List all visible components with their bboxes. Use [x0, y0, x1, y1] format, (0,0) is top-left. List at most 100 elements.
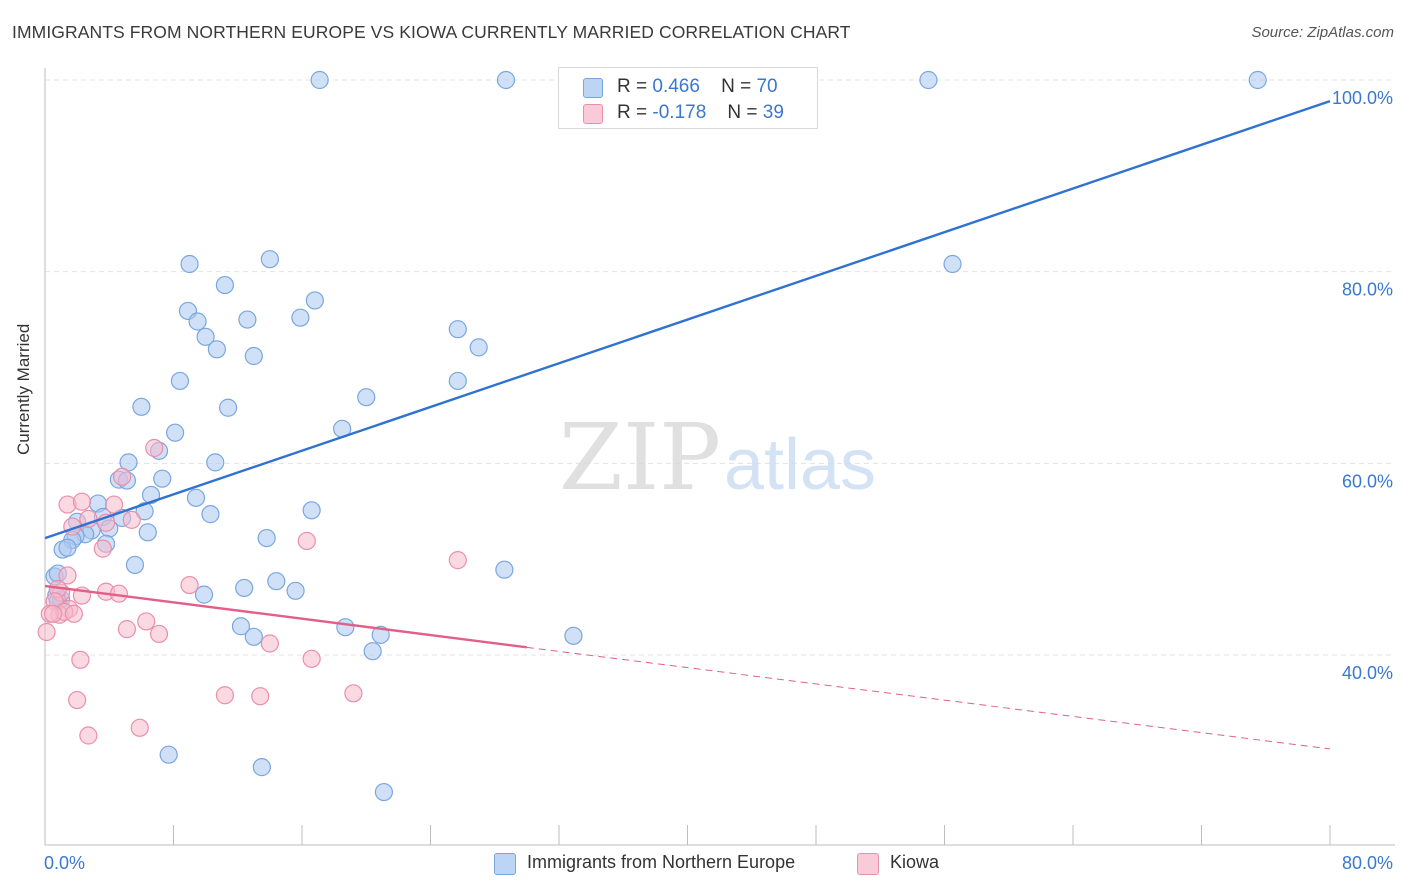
r-label: R =	[617, 76, 648, 97]
n-label: N =	[721, 76, 752, 97]
data-point-kiowa	[130, 718, 149, 737]
data-point-immigrants	[201, 505, 220, 524]
n-value: 70	[756, 76, 778, 97]
data-point-immigrants	[58, 538, 77, 557]
y-tick-label: 60.0%	[1342, 471, 1393, 491]
data-point-immigrants	[166, 423, 185, 442]
trend-line-kiowa	[44, 584, 528, 649]
data-point-immigrants	[188, 312, 207, 331]
data-point-immigrants	[267, 572, 286, 591]
stats-box: R = 0.466 N = 70 R = -0.178 N = 39	[558, 67, 818, 129]
data-point-immigrants	[496, 70, 516, 90]
source-credit: Source: ZipAtlas.com	[1251, 24, 1394, 41]
data-point-immigrants	[170, 371, 190, 391]
data-point-immigrants	[219, 398, 238, 417]
r-value: 0.466	[652, 76, 700, 97]
data-point-immigrants	[153, 469, 172, 488]
data-point-kiowa	[122, 510, 141, 529]
data-point-immigrants	[141, 485, 161, 505]
blue-swatch	[583, 78, 603, 98]
data-point-kiowa	[302, 649, 321, 668]
y-tick-label: 100.0%	[1332, 88, 1393, 108]
data-point-immigrants	[286, 581, 305, 600]
data-point-kiowa	[58, 566, 77, 585]
watermark-zip: ZIP	[559, 404, 721, 511]
data-point-immigrants	[305, 291, 324, 310]
r-label: R =	[617, 102, 648, 123]
data-point-kiowa	[104, 495, 124, 514]
data-point-immigrants	[371, 625, 390, 644]
data-point-immigrants	[448, 320, 467, 339]
n-value: 39	[762, 102, 784, 123]
data-point-immigrants	[186, 488, 206, 507]
data-point-immigrants	[302, 501, 321, 520]
data-point-immigrants	[336, 618, 355, 637]
data-point-immigrants	[215, 275, 234, 295]
trend-line-kiowa-dashed	[526, 646, 1331, 750]
data-point-immigrants	[260, 250, 279, 269]
data-point-immigrants	[125, 555, 145, 575]
data-point-kiowa	[117, 620, 137, 639]
data-point-kiowa	[79, 509, 98, 529]
data-point-immigrants	[159, 745, 178, 764]
watermark: ZIP atlas	[559, 404, 876, 511]
watermark-atlas: atlas	[724, 425, 876, 505]
legend-swatch-pink	[857, 853, 879, 875]
data-point-kiowa	[145, 438, 164, 458]
data-point-immigrants	[374, 782, 394, 802]
data-point-immigrants	[132, 397, 151, 416]
data-point-immigrants	[919, 70, 938, 90]
data-point-kiowa	[37, 622, 56, 642]
x-tick-label: 0.0%	[44, 853, 85, 873]
data-point-kiowa	[112, 467, 132, 486]
data-point-immigrants	[238, 310, 257, 329]
data-point-immigrants	[196, 327, 215, 346]
data-point-immigrants	[363, 642, 382, 661]
data-point-immigrants	[495, 560, 514, 579]
data-point-kiowa	[71, 650, 90, 669]
data-point-immigrants	[206, 453, 225, 472]
data-point-kiowa	[68, 690, 87, 710]
data-point-immigrants	[564, 626, 583, 645]
data-point-immigrants	[291, 308, 310, 327]
legend-label: Immigrants from Northern Europe	[527, 852, 796, 872]
data-point-immigrants	[235, 578, 254, 598]
data-point-immigrants	[194, 585, 214, 604]
r-value: -0.178	[652, 102, 707, 123]
chart-title: IMMIGRANTS FROM NORTHERN EUROPE VS KIOWA…	[12, 22, 851, 42]
y-tick-label: 40.0%	[1342, 663, 1393, 683]
data-point-immigrants	[207, 340, 226, 359]
data-point-kiowa	[448, 551, 467, 570]
data-point-kiowa	[72, 492, 92, 511]
data-point-kiowa	[79, 726, 98, 745]
data-point-immigrants	[244, 346, 263, 366]
data-point-immigrants	[252, 758, 271, 777]
data-point-kiowa	[260, 634, 279, 653]
data-point-kiowa	[180, 575, 199, 595]
data-point-immigrants	[357, 388, 376, 407]
data-point-immigrants	[1248, 70, 1267, 90]
trend-line-immigrants	[44, 99, 1331, 540]
data-point-immigrants	[180, 254, 199, 274]
data-point-immigrants	[257, 528, 276, 548]
data-point-immigrants	[310, 70, 329, 90]
data-point-immigrants	[469, 338, 488, 357]
data-point-kiowa	[64, 604, 84, 623]
data-point-kiowa	[215, 686, 234, 705]
pink-swatch	[583, 104, 603, 124]
data-point-kiowa	[43, 604, 63, 623]
data-point-kiowa	[149, 624, 169, 644]
data-point-immigrants	[943, 254, 962, 274]
data-point-kiowa	[251, 687, 270, 706]
data-point-immigrants	[448, 371, 467, 391]
data-point-kiowa	[297, 531, 316, 551]
data-point-kiowa	[344, 684, 363, 703]
y-axis-label: Currently Married	[14, 323, 33, 455]
data-point-immigrants	[231, 617, 251, 636]
data-point-immigrants	[244, 627, 263, 646]
y-tick-label: 80.0%	[1342, 280, 1393, 300]
data-point-kiowa	[93, 539, 112, 558]
data-point-immigrants	[135, 502, 154, 521]
data-point-immigrants	[138, 523, 157, 542]
